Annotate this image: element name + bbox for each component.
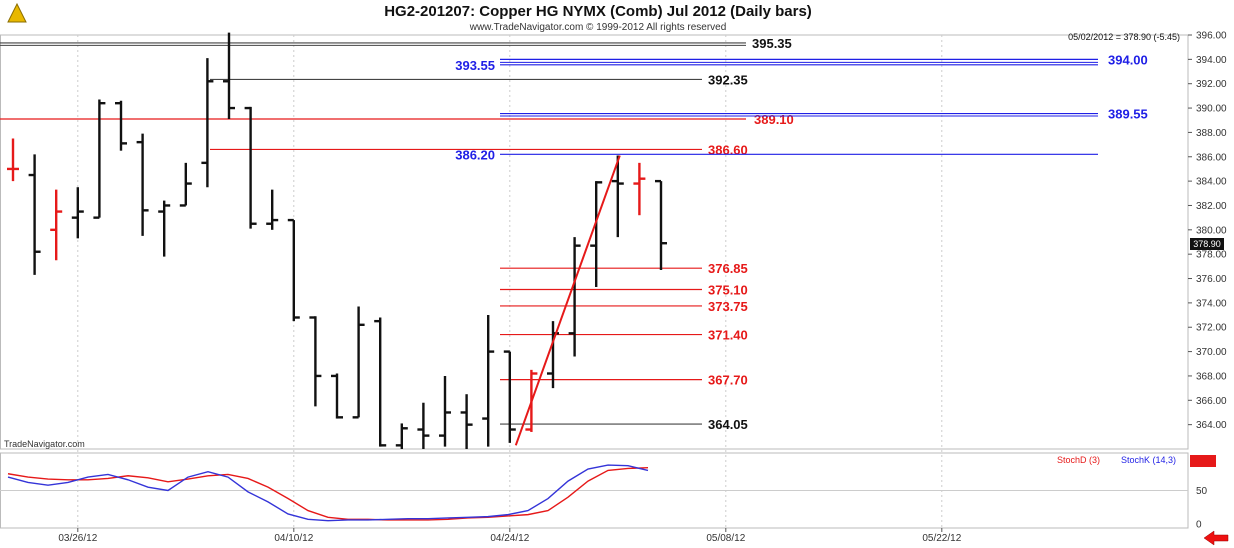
oscillator-tick-label: 0	[1196, 520, 1202, 531]
level-label: 393.55	[455, 58, 495, 73]
price-tick-label: 388.00	[1196, 128, 1227, 139]
price-tick-label: 390.00	[1196, 104, 1227, 115]
level-label: 386.60	[708, 142, 748, 157]
ohlc-bar	[201, 58, 214, 188]
level-label: 394.00	[1108, 52, 1148, 67]
ohlc-bar	[482, 315, 495, 447]
ohlc-bar	[287, 218, 300, 322]
price-readout: 05/02/2012 = 378.90 (-5.45)	[1068, 32, 1180, 42]
trend-line	[514, 155, 621, 446]
ohlc-bar	[395, 423, 408, 449]
price-axis: 396.00 394.00 392.00 390.00 388.00 386.00 384.…	[1188, 31, 1227, 431]
last-price-tag: 378.90	[1193, 239, 1221, 249]
ohlc-bar	[503, 350, 516, 443]
oscillator-panel: 50 0 StochD (3) StochK (14,3)	[0, 455, 1216, 531]
last-price-tag-bg	[1190, 238, 1224, 250]
price-tick-label: 370.00	[1196, 347, 1227, 358]
date-tick-label: 04/10/12	[274, 533, 313, 544]
level-label: 375.10	[708, 282, 748, 297]
oscillator-tick-label: 50	[1196, 486, 1208, 497]
ohlc-bar	[158, 200, 171, 257]
ohlc-bar	[633, 162, 646, 216]
price-tick-label: 368.00	[1196, 371, 1227, 382]
stoch-k-line	[7, 464, 649, 522]
date-tick-label: 05/22/12	[922, 533, 961, 544]
level-label: 386.20	[455, 147, 495, 162]
level-label: 364.05	[708, 417, 748, 432]
ohlc-bar	[28, 154, 41, 275]
ohlc-bar	[179, 162, 192, 207]
ohlc-bar	[309, 316, 322, 407]
ohlc-bar	[331, 373, 343, 419]
price-tick-label: 382.00	[1196, 201, 1227, 212]
oscillator-legend-stoch-k: StochK (14,3)	[1121, 455, 1176, 465]
level-label: 389.10	[754, 112, 794, 127]
level-label: 371.40	[708, 328, 748, 343]
ohlc-bar	[655, 179, 667, 271]
watermark: TradeNavigator.com	[4, 439, 85, 449]
level-label: 395.35	[752, 36, 792, 51]
oscillator-value-tag	[1190, 455, 1216, 467]
price-tick-label: 386.00	[1196, 152, 1227, 163]
ohlc-bar	[374, 317, 387, 447]
trend-line-segment	[514, 155, 621, 446]
ohlc-bar	[7, 138, 19, 182]
level-label: 376.85	[708, 261, 748, 276]
date-tick-label: 05/08/12	[706, 533, 745, 544]
ohlc-bar	[417, 402, 430, 449]
ohlc-bar	[460, 394, 473, 449]
ohlc-bar	[136, 133, 149, 236]
ohlc-bar	[439, 375, 451, 447]
price-levels: 395.35 392.35 364.05 389.10 386.60 376.85 375.…	[0, 36, 1148, 432]
ohlc-bar	[115, 100, 127, 151]
price-tick-label: 384.00	[1196, 177, 1227, 188]
arrow-left-icon[interactable]	[1203, 530, 1229, 546]
ohlc-bar	[93, 99, 106, 219]
price-bars	[7, 32, 667, 449]
price-tick-label: 396.00	[1196, 31, 1227, 42]
ohlc-bar	[568, 237, 581, 357]
ohlc-bar	[50, 189, 63, 261]
price-tick-label: 364.00	[1196, 420, 1227, 431]
chart-subtitle: www.TradeNavigator.com © 1999-2012 All r…	[469, 22, 727, 33]
price-panel-frame	[0, 34, 1189, 450]
logo-icon	[7, 2, 27, 23]
level-label: 389.55	[1108, 107, 1148, 122]
ohlc-bar	[590, 181, 603, 288]
price-tick-label: 380.00	[1196, 225, 1227, 236]
level-label: 373.75	[708, 299, 748, 314]
ohlc-bar	[266, 189, 279, 230]
ohlc-bar	[352, 306, 365, 419]
grid	[0, 34, 1189, 529]
ohlc-bar	[223, 32, 235, 120]
stoch-d-line	[7, 467, 649, 521]
ohlc-bar	[611, 155, 624, 238]
price-tick-label: 376.00	[1196, 274, 1227, 285]
chart-title: HG2-201207: Copper HG NYMX (Comb) Jul 20…	[384, 3, 812, 20]
level-label: 392.35	[708, 72, 748, 87]
price-tick-label: 392.00	[1196, 79, 1227, 90]
ohlc-bar	[71, 187, 84, 239]
price-tick-label: 366.00	[1196, 396, 1227, 407]
date-tick-label: 04/24/12	[490, 533, 529, 544]
price-tick-label: 394.00	[1196, 55, 1227, 66]
ohlc-bar	[244, 106, 257, 229]
date-axis: 03/26/12 04/10/12 04/24/12 05/08/12 05/22/12	[58, 528, 962, 544]
level-label: 367.70	[708, 373, 748, 388]
price-tick-label: 378.00	[1196, 250, 1227, 261]
price-tick-label: 374.00	[1196, 298, 1227, 309]
oscillator-legend-stoch-d: StochD (3)	[1057, 455, 1100, 465]
price-tick-label: 372.00	[1196, 323, 1227, 334]
date-tick-label: 03/26/12	[58, 533, 97, 544]
